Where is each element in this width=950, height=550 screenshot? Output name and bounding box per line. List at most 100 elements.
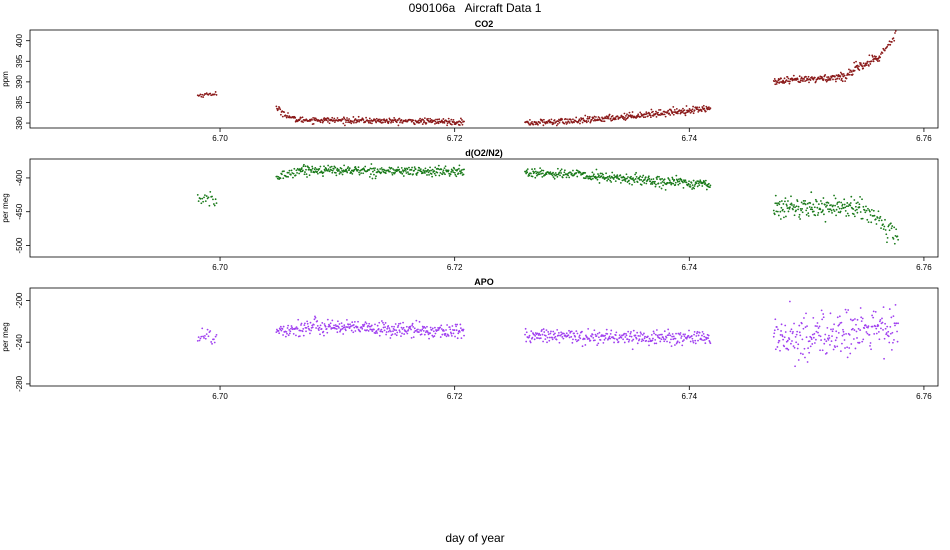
data-point-apo	[887, 330, 890, 333]
data-point-do2n2	[800, 201, 803, 204]
data-point-apo	[823, 338, 826, 341]
data-point-co2	[877, 60, 879, 63]
data-point-apo	[698, 331, 701, 334]
data-point-co2	[205, 92, 208, 95]
data-point-do2n2	[556, 175, 559, 178]
data-point-do2n2	[863, 209, 866, 212]
data-point-do2n2	[642, 174, 645, 177]
data-point-do2n2	[822, 197, 825, 199]
y-tick-label-apo: -200	[15, 292, 24, 309]
data-point-apo	[609, 332, 612, 335]
data-point-apo	[396, 326, 399, 329]
data-point-do2n2	[867, 221, 870, 224]
data-point-do2n2	[203, 196, 205, 199]
data-point-do2n2	[878, 217, 881, 220]
data-point-apo	[529, 341, 532, 344]
data-point-apo	[855, 330, 858, 333]
data-point-apo	[340, 322, 343, 325]
data-point-apo	[361, 327, 364, 330]
data-point-co2	[346, 117, 348, 119]
data-point-do2n2	[696, 185, 699, 188]
data-point-co2	[387, 122, 390, 125]
data-point-do2n2	[786, 204, 788, 207]
data-point-do2n2	[290, 169, 293, 172]
data-point-do2n2	[614, 180, 617, 183]
data-point-co2	[611, 119, 614, 122]
data-point-co2	[802, 80, 805, 82]
data-point-do2n2	[782, 203, 785, 205]
data-point-do2n2	[401, 172, 404, 175]
data-point-apo	[798, 331, 801, 334]
data-point-co2	[345, 121, 347, 124]
data-point-do2n2	[611, 171, 614, 174]
data-point-do2n2	[837, 205, 840, 208]
data-point-apo	[370, 328, 373, 331]
data-point-do2n2	[638, 178, 641, 181]
data-point-apo	[592, 336, 595, 339]
data-point-apo	[275, 331, 278, 334]
data-point-co2	[435, 118, 437, 121]
data-point-co2	[412, 119, 415, 122]
data-point-co2	[288, 115, 291, 118]
data-point-co2	[564, 117, 567, 120]
data-point-apo	[310, 329, 312, 332]
data-point-do2n2	[370, 163, 373, 165]
data-point-co2	[856, 64, 859, 67]
data-point-apo	[655, 342, 658, 345]
data-point-apo	[306, 322, 309, 325]
data-point-co2	[709, 107, 712, 110]
data-point-co2	[611, 114, 614, 117]
data-point-apo	[362, 325, 365, 327]
data-point-co2	[531, 121, 533, 123]
data-point-apo	[834, 339, 837, 342]
data-point-do2n2	[591, 171, 594, 174]
data-point-do2n2	[538, 171, 540, 174]
data-point-apo	[410, 336, 413, 339]
data-point-do2n2	[852, 213, 855, 216]
data-point-apo	[602, 341, 605, 344]
data-point-apo	[784, 331, 787, 333]
data-point-co2	[452, 118, 455, 121]
data-point-apo	[326, 331, 329, 334]
data-point-do2n2	[689, 185, 692, 188]
data-point-co2	[812, 78, 815, 81]
data-point-apo	[319, 324, 322, 327]
data-point-do2n2	[576, 169, 579, 172]
data-point-co2	[344, 124, 346, 127]
data-point-co2	[786, 76, 789, 78]
y-axis-label-co2: ppm	[1, 71, 10, 87]
data-point-co2	[844, 80, 847, 83]
data-point-co2	[586, 115, 589, 118]
data-point-do2n2	[841, 205, 844, 207]
data-point-apo	[551, 338, 554, 341]
data-point-do2n2	[327, 164, 330, 167]
data-point-apo	[779, 334, 782, 336]
data-point-apo	[339, 330, 341, 333]
data-point-do2n2	[893, 242, 896, 245]
data-point-co2	[598, 117, 601, 119]
data-point-co2	[587, 120, 590, 123]
data-point-apo	[531, 336, 534, 339]
data-point-co2	[679, 112, 682, 115]
data-point-co2	[321, 121, 324, 124]
data-point-co2	[395, 121, 398, 124]
data-point-do2n2	[350, 171, 353, 174]
data-point-apo	[606, 332, 609, 335]
data-point-do2n2	[875, 223, 878, 225]
data-point-apo	[793, 322, 795, 325]
data-point-apo	[818, 334, 820, 337]
data-point-apo	[556, 328, 559, 331]
data-point-apo	[820, 309, 823, 312]
data-point-apo	[400, 335, 402, 338]
data-point-apo	[689, 340, 692, 343]
data-point-apo	[311, 324, 314, 327]
data-point-apo	[377, 328, 380, 330]
data-point-apo	[874, 325, 877, 328]
data-point-co2	[834, 75, 836, 78]
data-point-co2	[425, 122, 428, 124]
data-point-do2n2	[200, 202, 203, 205]
data-point-apo	[608, 335, 611, 338]
data-point-do2n2	[204, 194, 206, 196]
data-point-do2n2	[201, 197, 204, 200]
data-point-do2n2	[524, 170, 527, 173]
